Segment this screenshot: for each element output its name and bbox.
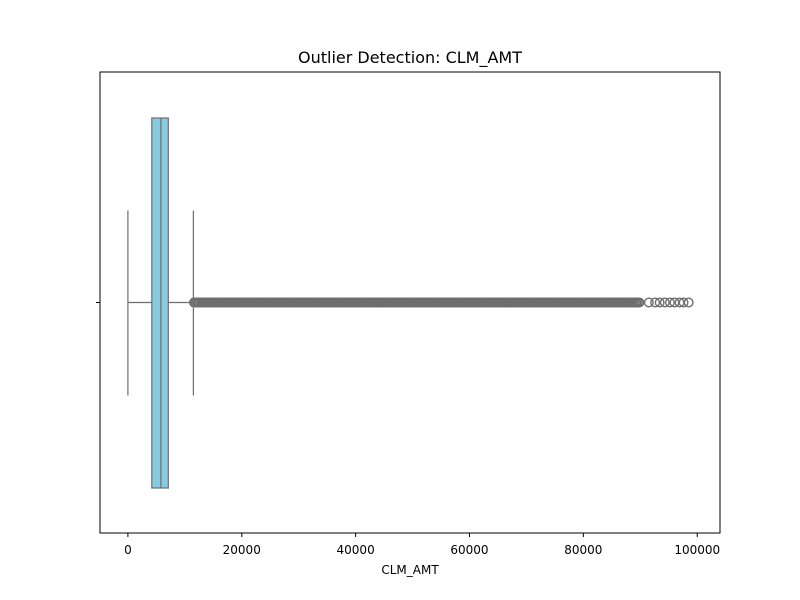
outlier-point [654, 297, 665, 308]
outlier-point [683, 297, 694, 308]
outlier-point [678, 297, 689, 308]
outlier-point [650, 297, 661, 308]
x-tick-label: 40000 [337, 543, 375, 557]
outlier-point [634, 297, 645, 308]
x-tick-label: 100000 [674, 543, 720, 557]
chart-title: Outlier Detection: CLM_AMT [298, 48, 522, 68]
iqr-box [151, 117, 169, 489]
outlier-point [659, 297, 670, 308]
x-tick-label: 0 [124, 543, 132, 557]
outlier-point [664, 297, 675, 308]
x-axis-label: CLM_AMT [381, 563, 439, 577]
outlier-point [643, 297, 654, 308]
x-axis: 0 20000 40000 60000 80000 100000 [124, 533, 720, 557]
x-tick-label: 20000 [223, 543, 261, 557]
plot-area [127, 117, 694, 489]
x-tick-label: 80000 [564, 543, 602, 557]
outlier-points [188, 297, 694, 308]
x-tick-label: 60000 [450, 543, 488, 557]
